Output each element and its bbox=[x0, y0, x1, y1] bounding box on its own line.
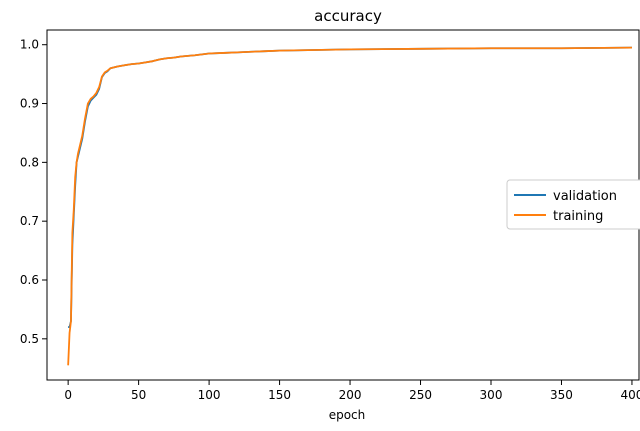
x-tick-label: 150 bbox=[268, 388, 291, 402]
chart-title: accuracy bbox=[314, 7, 382, 25]
y-tick-label: 0.5 bbox=[20, 332, 39, 346]
legend-label-validation: validation bbox=[553, 189, 617, 204]
series-line-training bbox=[67, 46, 632, 366]
x-tick-label: 50 bbox=[131, 388, 146, 402]
legend: validation training bbox=[506, 179, 640, 230]
y-tick-label: 0.6 bbox=[20, 273, 39, 287]
y-tick-label: 0.8 bbox=[20, 155, 39, 169]
y-tick-label: 1.0 bbox=[20, 38, 39, 52]
y-tick-label: 0.7 bbox=[20, 214, 39, 228]
x-axis-label: epoch bbox=[329, 408, 366, 422]
x-tick-label: 0 bbox=[64, 388, 72, 402]
x-tick-label: 300 bbox=[480, 388, 503, 402]
series-lines bbox=[67, 46, 632, 366]
x-axis-ticks: 0 50 100 150 200 250 300 350 400 bbox=[64, 380, 640, 402]
y-axis-ticks: 0.5 0.6 0.7 0.8 0.9 1.0 bbox=[20, 38, 47, 346]
x-tick-label: 100 bbox=[198, 388, 221, 402]
x-tick-label: 250 bbox=[409, 388, 432, 402]
legend-label-training: training bbox=[553, 209, 603, 224]
x-tick-label: 350 bbox=[550, 388, 573, 402]
legend-frame bbox=[506, 179, 640, 230]
x-tick-label: 400 bbox=[620, 388, 640, 402]
x-tick-label: 200 bbox=[339, 388, 362, 402]
y-tick-label: 0.9 bbox=[20, 97, 39, 111]
